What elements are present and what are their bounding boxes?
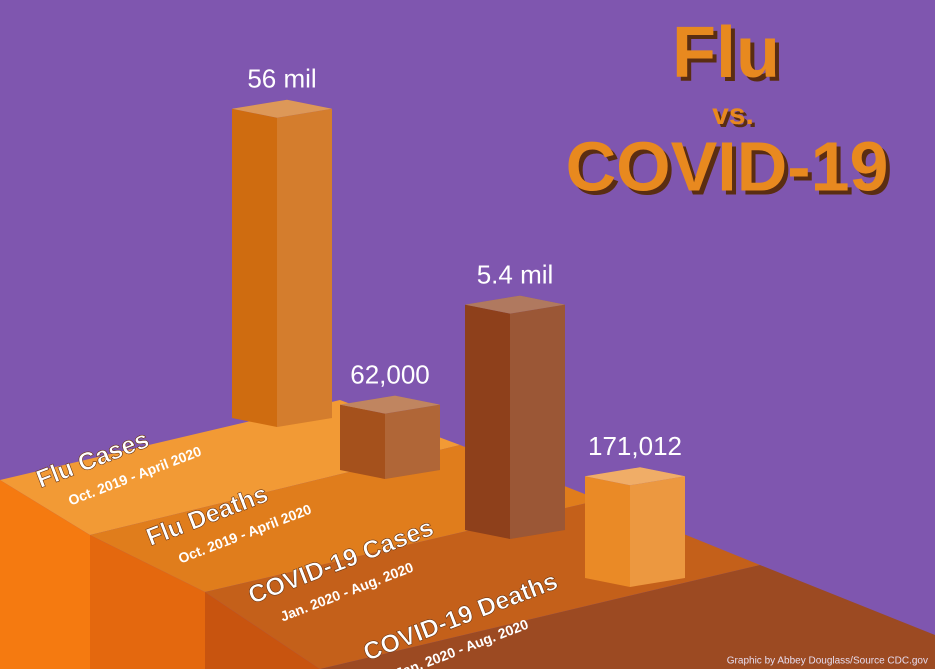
value-label: 56 mil [247,64,316,94]
title: Flu [672,13,780,93]
floor-front [205,592,320,669]
title-second: COVID-19 [566,127,889,205]
bar-front [232,108,277,428]
title-connector: vs. [712,98,754,131]
bar-front [585,476,630,587]
bar [465,295,565,539]
floor-front [90,535,205,669]
bar-side [510,304,565,539]
bar-top-shade [340,395,440,414]
floor-front [0,480,90,669]
bar-front [465,304,510,539]
title-shadow: COVID-19 [570,131,893,209]
bar-top-shade [465,295,565,314]
credit: Graphic by Abbey Douglass/Source CDC.gov [727,656,928,667]
bar-side-shade [277,108,332,428]
bar-top [585,467,685,486]
bar-top-shade [232,99,332,118]
bar-top [340,395,440,414]
title-block: Flu Flu vs. vs. COVID-19 COVID-19 [566,13,893,209]
bar-top-shade [585,467,685,486]
value-label: 62,000 [350,360,430,390]
bar-side [277,108,332,428]
bar-side [385,404,440,479]
bar [232,99,332,428]
bar-top [232,99,332,118]
value-label: 171,012 [588,431,682,461]
bar [340,395,440,479]
bar-side [630,476,685,587]
title-shadow: Flu [676,17,784,97]
bars: 56 mil 62,000 5.4 mil 171,012 [232,64,685,587]
bar-front [340,404,385,479]
floor-step [320,565,935,669]
value-label: 5.4 mil [477,259,554,289]
bar-side-shade [385,404,440,479]
title-shadow: vs. [715,101,757,134]
bar-top [465,295,565,314]
bar-side-shade [510,304,565,539]
bar [585,467,685,587]
bar-side-shade [630,476,685,587]
